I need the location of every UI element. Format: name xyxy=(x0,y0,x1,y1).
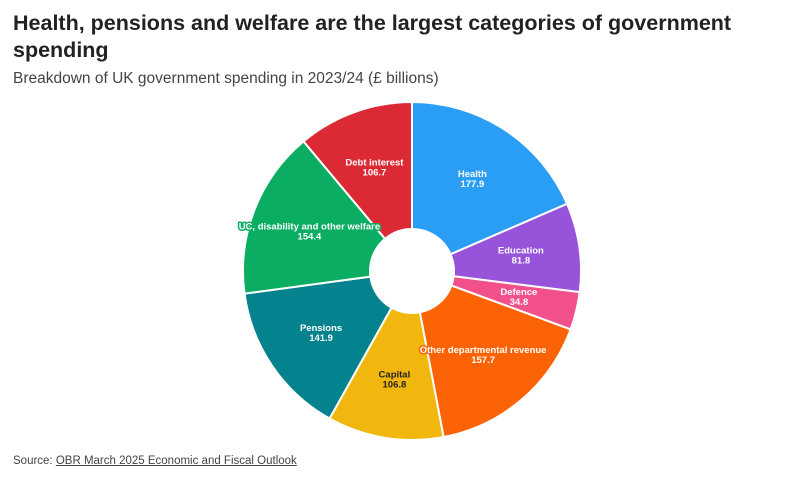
source-note: Source: OBR March 2025 Economic and Fisc… xyxy=(13,455,297,467)
slice-label-capital: Capital 106.8 xyxy=(379,370,411,391)
slice-debt-interest[interactable] xyxy=(302,100,413,241)
slice-other-departmental-revenue[interactable] xyxy=(418,284,572,439)
source-link[interactable]: OBR March 2025 Economic and Fiscal Outlo… xyxy=(55,455,297,467)
slice-label-health: Health 177.9 xyxy=(458,169,487,190)
slice-label-defence: Defence 34.8 xyxy=(500,287,537,308)
slice-pensions[interactable] xyxy=(243,275,393,420)
slice-health[interactable] xyxy=(411,100,569,256)
slice-label-debt-interest: Debt interest 106.7 xyxy=(345,158,404,179)
chart-title: Health, pensions and welfare are the lar… xyxy=(13,11,732,62)
donut-slices xyxy=(242,100,582,441)
source-prefix: Source: xyxy=(13,455,56,467)
slice-uc-disability-and-other-welfare[interactable] xyxy=(242,139,387,295)
slice-capital[interactable] xyxy=(328,306,445,441)
slice-label-other-departmental-revenue: Other departmental revenue 157.7 xyxy=(420,345,547,366)
donut-labels: Health 177.9 Education 81.8 Defence 34.8 Other… xyxy=(237,158,548,391)
slice-label-education: Education 81.8 xyxy=(498,245,544,266)
slice-label-uc-disability-and-other-welfare: UC, disability and other welfare 154.4 xyxy=(239,221,380,242)
slice-label-pensions: Pensions 141.9 xyxy=(300,323,342,344)
chart-subtitle: Breakdown of UK government spending in 2… xyxy=(13,70,439,87)
